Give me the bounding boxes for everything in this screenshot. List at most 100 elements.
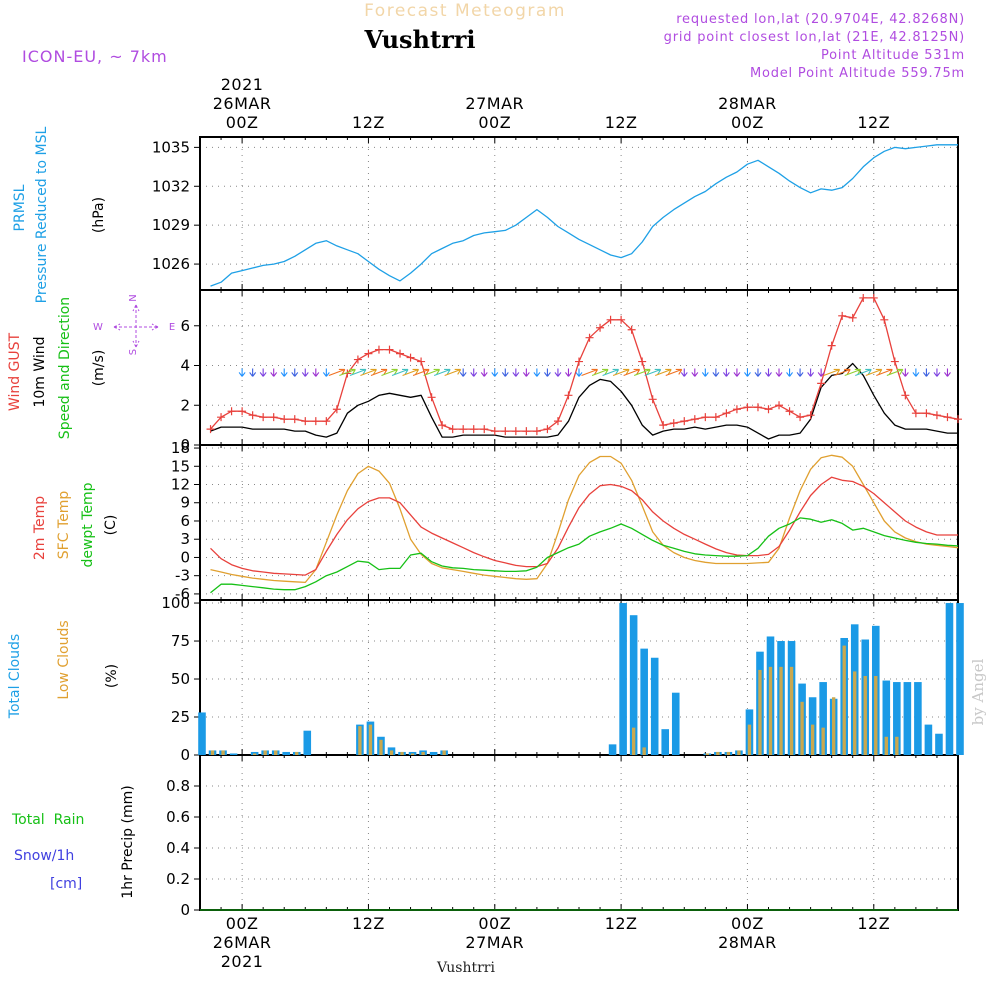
y-tick-label: 0.8 <box>166 777 190 795</box>
gust-point <box>575 357 583 366</box>
label-clouds-unit: (%) <box>104 664 120 688</box>
y-tick-label: 4 <box>180 357 190 375</box>
total-clouds-bar <box>640 648 648 755</box>
y-tick-label: 6 <box>180 512 190 530</box>
wind-direction-arrow <box>933 368 941 377</box>
bottom-time-label: 12Z <box>857 914 890 933</box>
wind-direction-arrow <box>901 368 909 377</box>
label-2m-temp: 2m Temp <box>32 496 48 560</box>
wind-direction-arrow <box>543 368 551 377</box>
bottom-time-label: 00Z <box>226 914 259 933</box>
total-clouds-bar <box>671 692 680 755</box>
total-clouds-bar <box>650 657 659 755</box>
gust-point <box>954 415 962 424</box>
y-tick-label: 2 <box>180 396 190 414</box>
gust-point <box>648 395 657 404</box>
y-tick-label: 1026 <box>152 255 190 273</box>
label-speed-direction: Speed and Direction <box>57 297 73 439</box>
wind-direction-arrow <box>459 368 467 377</box>
bottom-time-label: 12Z <box>605 914 638 933</box>
gust-point <box>396 349 405 358</box>
gust-point <box>238 407 247 416</box>
wind-direction-arrow <box>701 368 709 377</box>
wind-direction-arrow <box>533 368 541 377</box>
y-tick-label: 50 <box>171 670 190 688</box>
wind-direction-arrow <box>402 368 420 376</box>
wind-direction-arrow <box>491 368 499 377</box>
bottom-time-label: 00Z <box>478 914 511 933</box>
wind-direction-arrow <box>360 368 377 376</box>
wind-direction-arrow <box>733 368 741 377</box>
label-snow-unit: [cm] <box>50 876 82 892</box>
total-clouds-bar <box>945 603 954 755</box>
y-tick-label: 0 <box>180 746 190 764</box>
top-time-label: 12Z <box>605 113 638 132</box>
low-clouds-bar <box>379 739 383 755</box>
bottom-time-label: 28MAR <box>718 933 777 952</box>
wind-direction-arrow <box>912 368 920 377</box>
wind-direction-arrow <box>370 368 388 376</box>
low-clouds-bar <box>716 751 720 755</box>
low-clouds-bar <box>421 751 425 755</box>
wind-direction-arrow <box>270 368 278 377</box>
y-tick-label: 0.4 <box>166 839 190 857</box>
gust-point <box>901 391 910 400</box>
wind-direction-arrow <box>944 368 951 377</box>
low-clouds-bar <box>768 666 773 755</box>
gust-point <box>448 425 457 434</box>
total-clouds-bar <box>282 751 291 755</box>
gust-point <box>775 401 784 410</box>
low-clouds-bar <box>842 645 846 755</box>
gust-point <box>701 413 710 422</box>
gust-point <box>248 411 257 420</box>
low-clouds-bar <box>442 750 446 755</box>
low-clouds-bar <box>800 701 804 755</box>
bottom-time-label: 26MAR <box>213 933 272 952</box>
model-label: ICON-EU, ~ 7km <box>22 47 168 66</box>
low-clouds-bar <box>726 751 731 755</box>
compass-s: S <box>128 349 139 355</box>
wind-direction-arrow <box>423 368 441 376</box>
wind-direction-arrow <box>817 368 825 377</box>
wind-direction-arrow <box>280 368 288 377</box>
gust-point <box>227 407 236 416</box>
gust-point <box>311 417 320 426</box>
top-time-label: 28MAR <box>718 94 777 113</box>
wind-direction-arrow <box>865 368 883 376</box>
info-line-altitude: Point Altitude 531m <box>821 48 965 63</box>
gust-point <box>480 425 489 434</box>
info-line-model-altitude: Model Point Altitude 559.75m <box>750 66 965 81</box>
gust-point <box>553 417 562 426</box>
y-tick-label: 0 <box>180 901 190 919</box>
total-clouds-bar <box>956 603 964 755</box>
wind-direction-arrow <box>765 368 772 377</box>
top-time-label: 27MAR <box>465 94 524 113</box>
gust-point <box>796 413 805 422</box>
bottom-time-label: 12Z <box>352 914 385 933</box>
series-sfc-temp-line <box>210 454 959 584</box>
wind-direction-arrow <box>655 368 672 376</box>
label-pressure-unit: (hPa) <box>91 197 107 233</box>
y-tick-label: 25 <box>171 708 190 726</box>
series-2m-temp-line <box>210 476 958 576</box>
gust-point <box>880 315 889 324</box>
total-clouds-bar <box>882 680 891 755</box>
low-clouds-bar <box>295 751 299 755</box>
wind-direction-arrow <box>301 368 309 377</box>
total-clouds-bar <box>661 729 670 755</box>
compass-e: E <box>169 322 175 333</box>
wind-direction-arrow <box>322 368 330 377</box>
total-clouds-bar <box>924 724 933 755</box>
gust-point <box>764 405 773 414</box>
gust-point <box>732 405 741 414</box>
bottom-time-label: 00Z <box>731 914 764 933</box>
wind-direction-arrow <box>480 368 488 377</box>
y-tick-label: 0 <box>180 436 190 454</box>
wind-direction-arrow <box>581 368 598 376</box>
gust-point <box>532 427 541 436</box>
wind-direction-arrow <box>522 368 530 377</box>
gust-point <box>406 353 415 362</box>
top-time-label: 00Z <box>731 113 764 132</box>
gust-point <box>606 315 615 324</box>
y-tick-label: 3 <box>180 530 190 548</box>
